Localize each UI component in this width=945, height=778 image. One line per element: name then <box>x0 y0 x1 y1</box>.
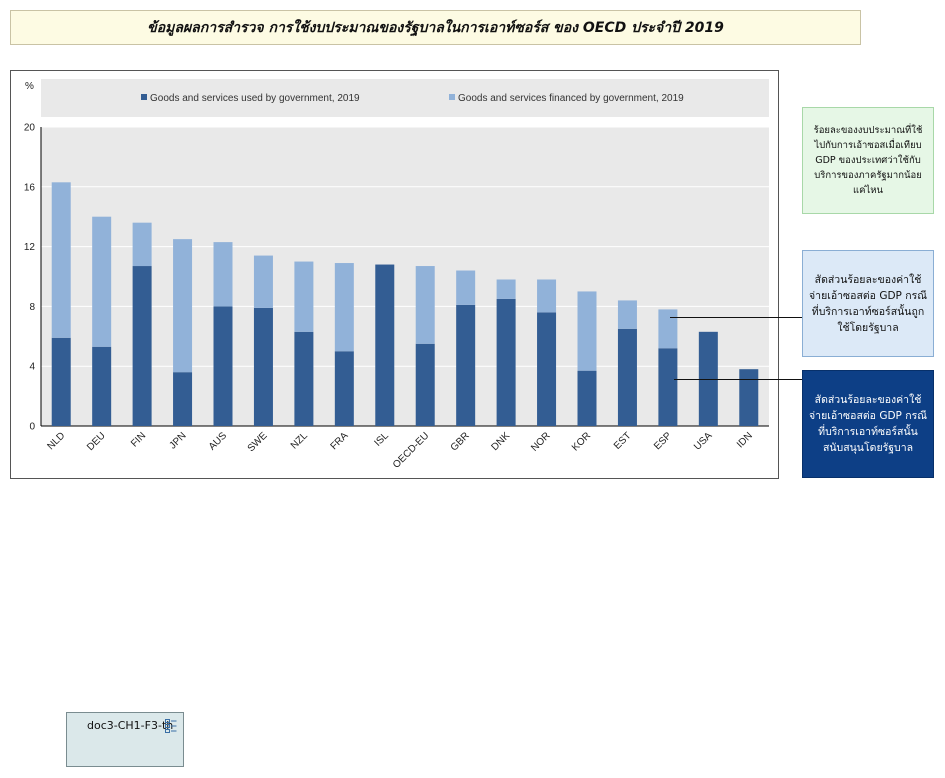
plot-area <box>41 127 769 426</box>
x-tick-label: ISL <box>373 430 392 449</box>
bar-financed <box>294 261 314 332</box>
legend-swatch <box>449 94 455 100</box>
x-tick-label: DNK <box>490 430 513 453</box>
x-tick-label: EST <box>612 430 634 452</box>
x-tick-label: FIN <box>129 430 148 449</box>
bar-used <box>375 264 395 426</box>
bar-used <box>294 331 314 426</box>
bar-used <box>173 372 193 426</box>
bar-used <box>92 346 112 426</box>
legend-label: Goods and services used by government, 2… <box>150 93 360 104</box>
bar-financed <box>173 239 193 373</box>
bar-used <box>253 307 273 426</box>
x-tick-label: SWE <box>246 430 270 454</box>
y-unit-label: % <box>25 81 34 92</box>
bar-financed <box>537 279 557 313</box>
bar-used <box>415 343 435 426</box>
x-tick-label: GBR <box>449 430 472 453</box>
y-tick-label: 16 <box>24 182 36 193</box>
x-tick-label: DEU <box>85 430 108 453</box>
bar-financed <box>213 242 233 307</box>
financed-note: สัดส่วนร้อยละของค่าใช้จ่ายเอ้าซอสต่อ GDP… <box>802 250 934 357</box>
y-tick-label: 4 <box>29 362 35 373</box>
bar-financed <box>334 263 354 352</box>
x-tick-label: KOR <box>570 430 593 453</box>
y-tick-label: 8 <box>29 302 35 313</box>
doc-tag[interactable]: doc3-CH1-F3-th <box>66 712 184 767</box>
bar-used <box>739 369 759 426</box>
legend-swatch <box>141 94 147 100</box>
bar-used <box>658 348 678 426</box>
page-title: ข้อมูลผลการสำรวจ การใช้งบประมาณของรัฐบาล… <box>10 10 861 45</box>
x-tick-label: OECD-EU <box>391 430 431 470</box>
x-tick-label: IDN <box>735 430 755 450</box>
bar-used <box>51 337 71 426</box>
y-tick-label: 20 <box>24 123 36 134</box>
bar-used <box>496 298 516 426</box>
bar-used <box>537 312 557 426</box>
x-tick-label: AUS <box>207 430 230 453</box>
x-tick-label: NLD <box>45 430 67 452</box>
y-tick-label: 0 <box>29 422 35 433</box>
bar-used <box>577 370 597 426</box>
document-structure-icon <box>165 719 177 733</box>
x-tick-label: USA <box>692 430 715 453</box>
legend-label: Goods and services financed by governmen… <box>458 93 684 104</box>
total-note: ร้อยละของงบประมาณที่ใช้ไปกับการเอ้าซอสเม… <box>802 107 934 214</box>
bar-used <box>698 331 718 426</box>
stacked-bar-chart: % Goods and services used by government, … <box>24 79 769 471</box>
used-note: สัดส่วนร้อยละของค่าใช้จ่ายเอ้าซอสต่อ GDP… <box>802 370 934 478</box>
doc-tag-label: doc3-CH1-F3-th <box>87 719 174 732</box>
y-tick-label: 12 <box>24 242 36 253</box>
bar-used <box>132 266 152 426</box>
used-connector-line <box>674 379 802 380</box>
bar-used <box>456 304 476 426</box>
bar-financed <box>253 255 273 308</box>
bar-financed <box>617 300 637 329</box>
x-tick-label: ESP <box>652 430 674 452</box>
bar-financed <box>51 182 71 338</box>
bar-financed <box>496 279 516 299</box>
financed-connector-line <box>670 317 802 318</box>
bar-used <box>334 351 354 426</box>
bar-financed <box>92 216 112 347</box>
x-tick-label: JPN <box>168 430 189 451</box>
bar-financed <box>415 266 435 344</box>
bar-financed <box>658 309 678 349</box>
x-tick-label: NZL <box>289 430 310 451</box>
bar-financed <box>132 222 152 267</box>
bar-financed <box>456 270 476 305</box>
x-tick-label: FRA <box>329 430 351 452</box>
bar-used <box>617 328 637 426</box>
legend-band <box>41 79 769 117</box>
x-tick-label: NOR <box>529 430 553 454</box>
bar-used <box>213 306 233 426</box>
chart-frame: % Goods and services used by government, … <box>10 70 779 479</box>
bar-financed <box>577 291 597 371</box>
